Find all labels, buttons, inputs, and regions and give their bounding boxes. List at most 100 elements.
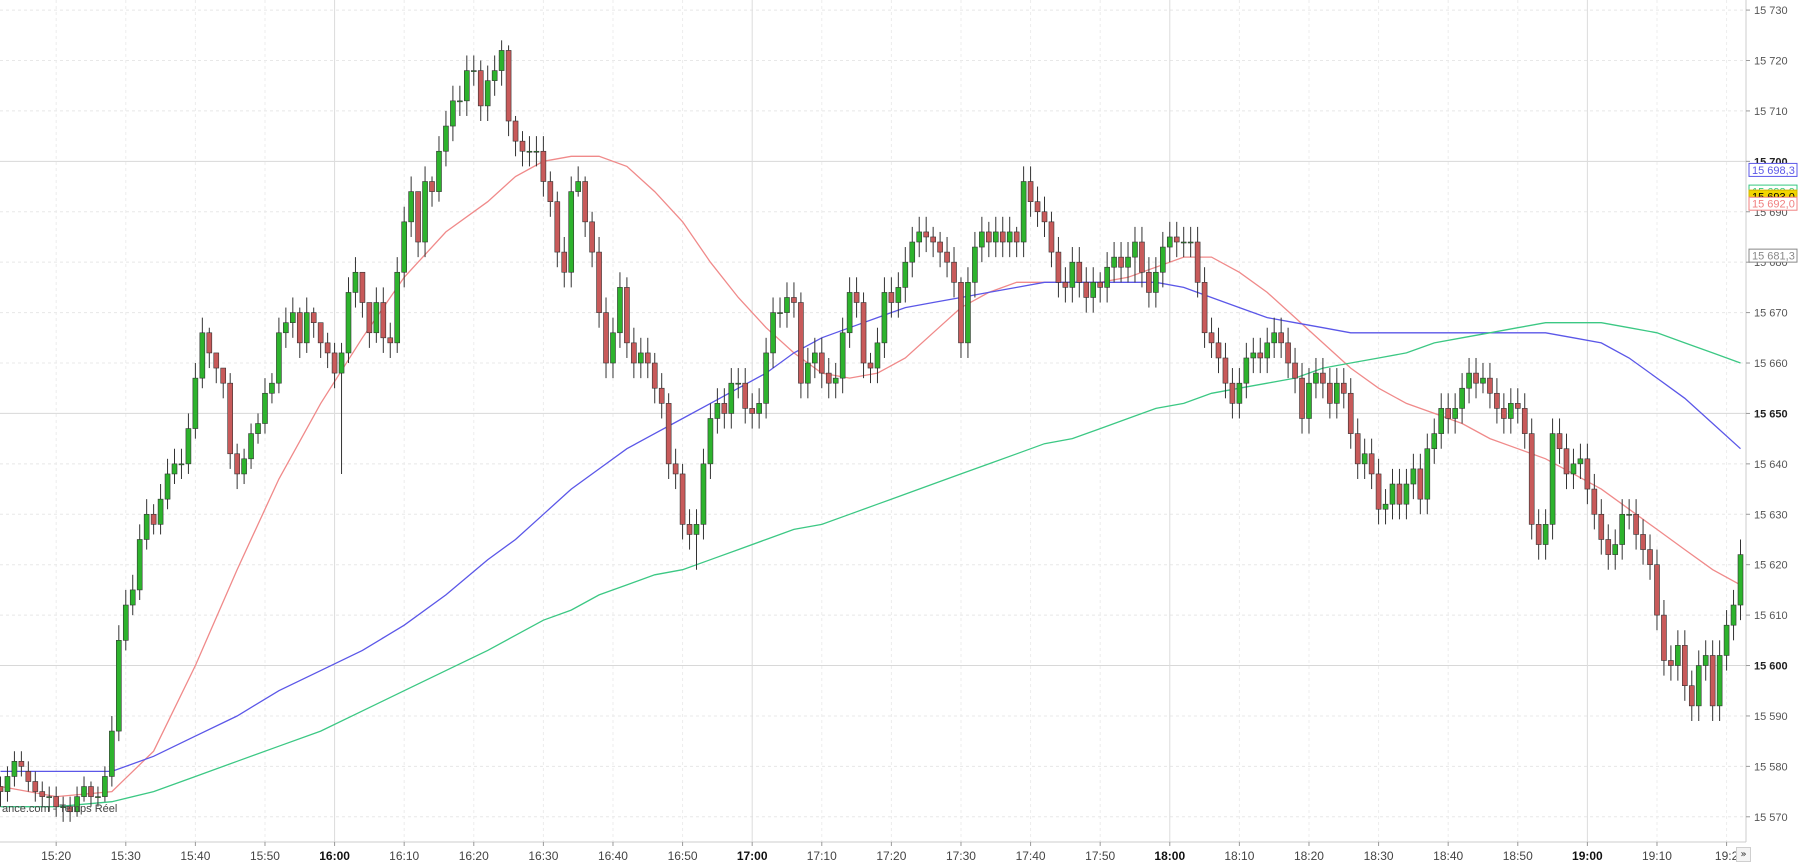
candle-body <box>679 473 686 525</box>
candle-body <box>1737 554 1744 606</box>
candle-body <box>81 786 87 797</box>
candle-body <box>1013 231 1020 243</box>
candle-body <box>818 352 825 374</box>
x-tick-label: 17:30 <box>946 849 976 863</box>
candle-body <box>1229 382 1236 404</box>
candle-body <box>1187 241 1194 244</box>
candle-body <box>380 302 387 339</box>
candle-body <box>1375 473 1382 510</box>
candle-body <box>860 302 867 364</box>
candle-body <box>526 150 533 153</box>
candle-body <box>1257 352 1264 359</box>
candle-body <box>1173 236 1180 243</box>
y-tick-label: 15 630 <box>1754 509 1788 521</box>
candle-body <box>1153 271 1159 293</box>
candle-body <box>436 150 442 192</box>
candle-body <box>1549 433 1556 525</box>
candle-body <box>1730 604 1737 626</box>
candle-body <box>345 292 352 354</box>
candle-body <box>568 191 575 273</box>
candle-body <box>1306 382 1312 419</box>
candle-body <box>1271 332 1277 344</box>
candle-body <box>1125 256 1131 268</box>
candle-body <box>805 362 811 384</box>
candle-body <box>1027 181 1034 202</box>
candle-body <box>470 70 477 72</box>
candle-body <box>986 231 992 243</box>
candle-body <box>1501 408 1507 419</box>
candle-body <box>18 761 25 767</box>
candle-body <box>262 392 268 424</box>
candle-body <box>1709 655 1716 707</box>
candle-body <box>290 312 296 323</box>
candle-body <box>540 150 547 182</box>
candle-body <box>999 231 1006 243</box>
candle-body <box>53 796 59 808</box>
candle-body <box>749 408 755 414</box>
candle-body <box>185 428 192 465</box>
candle-body <box>1194 241 1201 283</box>
candle-body <box>1695 665 1702 707</box>
candle-body <box>227 382 233 455</box>
candle-body <box>881 292 888 344</box>
candle-body <box>1354 433 1361 465</box>
candle-body <box>902 261 909 288</box>
candle-body <box>846 292 853 334</box>
candle-body <box>763 352 769 404</box>
candle-body <box>1514 403 1521 409</box>
source-label: ance.com - Temps Réel <box>2 803 117 815</box>
candle-body <box>784 297 790 313</box>
candle-body <box>644 352 651 364</box>
price-tag-label: 15 698,3 <box>1752 165 1795 177</box>
candle-body <box>1055 251 1062 283</box>
candle-body <box>1723 624 1730 656</box>
candle-body <box>74 796 80 813</box>
candle-body <box>839 332 846 379</box>
candle-body <box>888 292 895 303</box>
candle-body <box>603 312 609 364</box>
candle-body <box>756 403 762 414</box>
x-tick-label: 15:40 <box>180 849 210 863</box>
candle-body <box>1090 282 1097 298</box>
x-tick-label: 15:20 <box>41 849 71 863</box>
candle-body <box>477 70 484 107</box>
candle-body <box>1438 408 1445 434</box>
candle-body <box>1166 236 1173 248</box>
x-tick-label: 18:20 <box>1294 849 1324 863</box>
candle-body <box>867 362 874 369</box>
candle-body <box>283 322 289 334</box>
y-tick-label: 15 670 <box>1754 308 1788 320</box>
candle-body <box>1313 372 1319 384</box>
y-tick-label: 15 650 <box>1754 408 1788 420</box>
candle-body <box>352 271 359 293</box>
candle-body <box>220 367 227 384</box>
candle-body <box>735 382 742 385</box>
candle-body <box>1424 448 1431 500</box>
candle-body <box>979 231 985 248</box>
x-tick-label: 16:10 <box>389 849 419 863</box>
x-tick-label: 17:40 <box>1016 849 1046 863</box>
candle-body <box>672 463 679 475</box>
x-tick-label: 16:30 <box>528 849 558 863</box>
candle-body <box>693 524 700 535</box>
candle-body <box>965 282 971 344</box>
candle-body <box>1396 483 1403 505</box>
candle-body <box>1445 408 1451 419</box>
candle-body <box>1508 403 1514 419</box>
candle-body <box>1299 377 1305 419</box>
candle-body <box>1584 458 1591 490</box>
x-tick-label: 17:50 <box>1085 849 1115 863</box>
scroll-right-button[interactable]: » <box>1736 847 1751 862</box>
y-tick-label: 15 730 <box>1754 5 1788 17</box>
candle-body <box>728 382 735 414</box>
candle-body <box>276 332 282 384</box>
candle-body <box>909 241 916 263</box>
candle-body <box>547 181 554 202</box>
y-tick-label: 15 610 <box>1754 610 1788 622</box>
price-tag-label: 15 681,3 <box>1752 251 1795 263</box>
candle-body <box>1570 463 1577 475</box>
candle-body <box>394 271 401 344</box>
candles <box>0 40 1744 822</box>
candle-body <box>1222 357 1229 384</box>
